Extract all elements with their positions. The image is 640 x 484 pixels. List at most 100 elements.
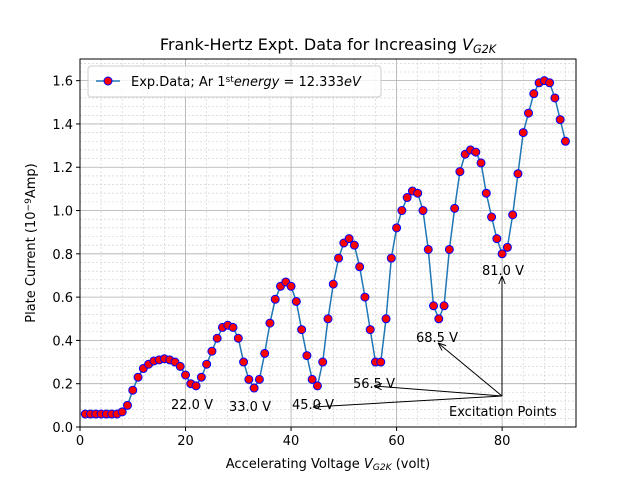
legend-box	[87, 65, 382, 98]
data-point	[450, 203, 460, 213]
data-point	[291, 296, 301, 306]
text-run: Plate Current (10	[24, 212, 39, 323]
data-point	[365, 325, 375, 335]
text-run: st	[226, 75, 235, 85]
text-run: G2K	[373, 463, 393, 473]
text-run: eV	[344, 75, 362, 90]
data-point	[270, 294, 280, 304]
text-run: energy	[234, 75, 280, 90]
y-tick-label: 1.4	[52, 118, 73, 133]
data-point	[254, 374, 264, 384]
data-point	[196, 372, 206, 382]
chart-title: Frank-Hertz Expt. Data for Increasing VG…	[160, 35, 498, 56]
data-point	[545, 78, 555, 88]
data-point	[397, 206, 407, 216]
data-point	[360, 292, 370, 302]
data-point	[228, 322, 238, 332]
y-tick-label: 0.6	[52, 291, 73, 306]
annotation-arrow	[313, 395, 503, 407]
annotation: 81.0 V	[482, 264, 524, 279]
data-point	[202, 359, 212, 369]
y-tick-label: 0.2	[52, 378, 73, 393]
data-point	[249, 383, 259, 393]
data-point	[444, 244, 454, 254]
data-point	[297, 325, 307, 335]
data-point	[423, 244, 433, 254]
annotation-arrow	[374, 386, 503, 397]
data-point	[181, 370, 191, 380]
text-run: Frank-Hertz Expt. Data for Increasing	[160, 35, 462, 54]
data-point	[307, 374, 317, 384]
x-tick-label: 20	[177, 434, 194, 449]
data-point	[381, 314, 391, 324]
y-tick-label: 1.0	[52, 205, 73, 220]
data-point	[481, 188, 491, 198]
data-point	[529, 89, 539, 99]
legend-label: Exp.Data; Ar 1stenergy = 12.333eV	[131, 75, 362, 90]
data-point	[550, 93, 560, 103]
data-point	[207, 346, 217, 356]
data-point	[476, 158, 486, 168]
data-point	[418, 206, 428, 216]
data-point	[429, 301, 439, 311]
data-point	[518, 128, 528, 138]
data-point	[312, 381, 322, 391]
data-point	[434, 314, 444, 324]
data-point	[392, 223, 402, 233]
x-tick-label: 80	[494, 434, 511, 449]
x-tick-label: 40	[283, 434, 300, 449]
annotation: 68.5 V	[416, 331, 458, 346]
data-point	[455, 167, 465, 177]
data-point	[502, 242, 512, 252]
data-point	[355, 262, 365, 272]
data-point	[492, 234, 502, 244]
text-run: Amp)	[24, 163, 39, 198]
x-tick-label: 60	[388, 434, 405, 449]
data-point	[402, 193, 412, 203]
text-run: G2K	[473, 43, 498, 56]
y-tick-label: 0.8	[52, 248, 73, 263]
data-point	[175, 361, 185, 371]
text-run: (volt)	[392, 457, 431, 472]
data-point	[328, 279, 338, 289]
data-point	[334, 253, 344, 263]
y-tick-label: 1.6	[52, 75, 73, 90]
data-point	[260, 348, 270, 358]
data-point	[191, 381, 201, 391]
x-tick-label: 0	[76, 434, 84, 449]
data-point	[386, 253, 396, 263]
data-point	[239, 357, 249, 367]
data-point	[497, 249, 507, 259]
annotation: 45.0 V	[292, 398, 334, 413]
text-run: = 12.333	[279, 75, 344, 90]
data-point	[244, 374, 254, 384]
data-point	[560, 136, 570, 146]
text-run: −9	[24, 198, 34, 212]
x-axis-label: Accelerating Voltage VG2K (volt)	[226, 457, 430, 473]
data-point	[286, 281, 296, 291]
y-tick-label: 0.4	[52, 334, 73, 349]
data-point	[212, 333, 222, 343]
data-point	[128, 385, 138, 395]
annotation-arrow	[438, 343, 503, 397]
plot-frame	[79, 58, 577, 428]
data-point	[122, 400, 132, 410]
text-run: V	[462, 35, 474, 54]
data-point	[555, 115, 565, 125]
text-run: Exp.Data; Ar 1	[131, 75, 226, 90]
data-point	[302, 351, 312, 361]
y-tick-label: 0.0	[52, 421, 73, 436]
annotation: 22.0 V	[171, 398, 213, 413]
y-tick-label: 1.2	[52, 161, 73, 176]
text-run: V	[364, 457, 374, 472]
legend-marker	[103, 76, 113, 86]
data-point	[318, 357, 328, 367]
text-run: Accelerating Voltage	[226, 457, 364, 472]
data-point	[413, 188, 423, 198]
data-point	[344, 234, 354, 244]
y-axis-label: Plate Current (10−9Amp)	[24, 163, 39, 323]
data-point	[524, 108, 534, 118]
annotation: Excitation Points	[449, 405, 557, 420]
data-point	[265, 318, 275, 328]
